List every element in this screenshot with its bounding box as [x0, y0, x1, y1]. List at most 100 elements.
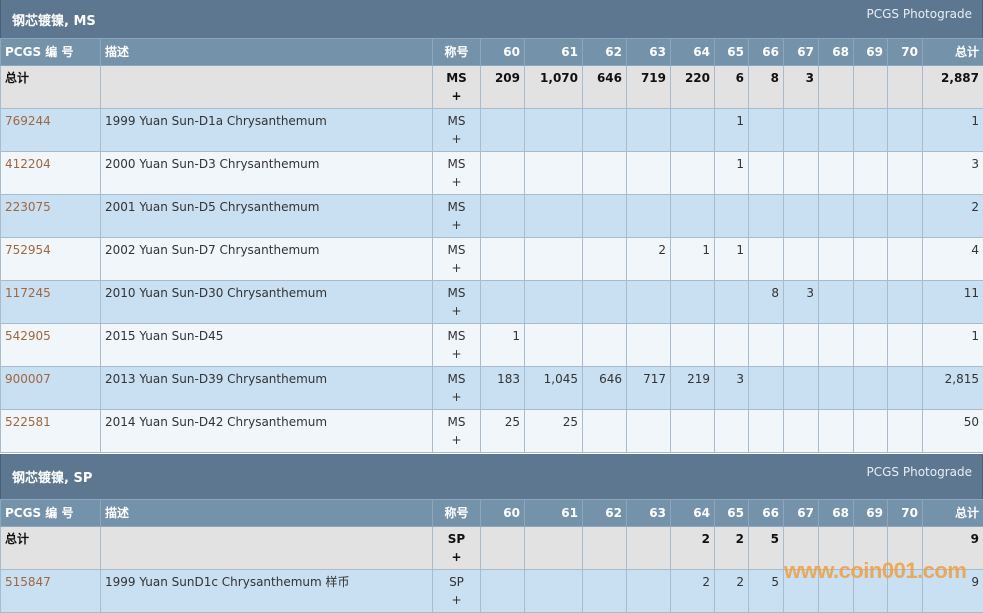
plus-label: + — [437, 591, 476, 609]
grade-count — [525, 152, 583, 195]
column-header[interactable]: 64 — [671, 500, 715, 527]
grade-count — [481, 281, 525, 324]
grade-count — [784, 324, 819, 367]
pcgs-number-link[interactable]: 900007 — [5, 372, 51, 386]
pcgs-number-link[interactable]: 769244 — [5, 114, 51, 128]
grade-count — [888, 152, 923, 195]
plus-label: + — [437, 548, 476, 566]
column-header[interactable]: 描述 — [101, 500, 433, 527]
column-header[interactable]: 60 — [481, 500, 525, 527]
pcgs-number-link[interactable]: 522581 — [5, 415, 51, 429]
column-header[interactable]: 66 — [749, 39, 784, 66]
column-header[interactable]: 69 — [854, 39, 888, 66]
column-header[interactable]: 63 — [627, 500, 671, 527]
designation: MS+ — [433, 109, 481, 152]
total-label: 总计 — [1, 527, 101, 570]
grade-count — [784, 238, 819, 281]
grade-count: 209 — [481, 66, 525, 109]
grade-count: 219 — [671, 367, 715, 410]
section-header: 钢芯镀镍, MS PCGS Photograde — [0, 0, 983, 38]
designation-label: MS — [437, 69, 476, 87]
column-header[interactable]: 63 — [627, 39, 671, 66]
column-header[interactable]: 70 — [888, 39, 923, 66]
grade-count — [749, 152, 784, 195]
grade-count — [854, 152, 888, 195]
column-header[interactable]: 称号 — [433, 500, 481, 527]
grade-count — [583, 570, 627, 613]
column-header[interactable]: 总计 — [923, 39, 983, 66]
column-header[interactable]: 70 — [888, 500, 923, 527]
column-header[interactable]: 总计 — [923, 500, 983, 527]
grade-count — [525, 238, 583, 281]
pcgs-number-cell: 769244 — [1, 109, 101, 152]
grade-count — [525, 195, 583, 238]
column-header[interactable]: 66 — [749, 500, 784, 527]
column-header[interactable]: PCGS 编 号 — [1, 39, 101, 66]
grade-count: 2 — [671, 527, 715, 570]
description: 1999 Yuan Sun-D1a Chrysanthemum — [101, 109, 433, 152]
designation-label: MS — [437, 112, 476, 130]
grade-count — [888, 238, 923, 281]
pcgs-number-cell: 900007 — [1, 367, 101, 410]
column-header[interactable]: 61 — [525, 39, 583, 66]
pcgs-number-link[interactable]: 412204 — [5, 157, 51, 171]
grade-count — [671, 324, 715, 367]
grade-count — [784, 195, 819, 238]
grade-count — [481, 195, 525, 238]
grade-count — [583, 527, 627, 570]
designation-label: MS — [437, 241, 476, 259]
description: 2002 Yuan Sun-D7 Chrysanthemum — [101, 238, 433, 281]
pcgs-number-link[interactable]: 752954 — [5, 243, 51, 257]
column-header[interactable]: 61 — [525, 500, 583, 527]
designation-label: MS — [437, 413, 476, 431]
column-header[interactable]: 67 — [784, 500, 819, 527]
column-header[interactable]: 60 — [481, 39, 525, 66]
photograde-link[interactable]: PCGS Photograde — [867, 7, 972, 21]
grade-count: 183 — [481, 367, 525, 410]
column-header[interactable]: 62 — [583, 500, 627, 527]
row-total: 2 — [923, 195, 983, 238]
column-header[interactable]: PCGS 编 号 — [1, 500, 101, 527]
designation: MS+ — [433, 281, 481, 324]
grade-count — [715, 324, 749, 367]
column-header[interactable]: 67 — [784, 39, 819, 66]
column-header[interactable]: 69 — [854, 500, 888, 527]
column-header[interactable]: 65 — [715, 39, 749, 66]
pcgs-number-cell: 522581 — [1, 410, 101, 453]
grade-count — [749, 109, 784, 152]
grade-count — [627, 195, 671, 238]
grade-count: 220 — [671, 66, 715, 109]
grade-count — [819, 152, 854, 195]
grade-count — [888, 324, 923, 367]
description: 2014 Yuan Sun-D42 Chrysanthemum — [101, 410, 433, 453]
pcgs-number-cell: 752954 — [1, 238, 101, 281]
column-header[interactable]: 描述 — [101, 39, 433, 66]
description: 2001 Yuan Sun-D5 Chrysanthemum — [101, 195, 433, 238]
pcgs-number-link[interactable]: 515847 — [5, 575, 51, 589]
column-header[interactable]: 68 — [819, 39, 854, 66]
description: 2000 Yuan Sun-D3 Chrysanthemum — [101, 152, 433, 195]
row-total: 1 — [923, 324, 983, 367]
column-header[interactable]: 称号 — [433, 39, 481, 66]
pcgs-number-link[interactable]: 542905 — [5, 329, 51, 343]
photograde-link[interactable]: PCGS Photograde — [867, 465, 972, 479]
column-header[interactable]: 64 — [671, 39, 715, 66]
column-header[interactable]: 68 — [819, 500, 854, 527]
column-header[interactable]: 65 — [715, 500, 749, 527]
grade-count — [888, 66, 923, 109]
pcgs-number-link[interactable]: 117245 — [5, 286, 51, 300]
grade-count — [854, 410, 888, 453]
column-header[interactable]: 62 — [583, 39, 627, 66]
row-total: 3 — [923, 152, 983, 195]
grade-count — [627, 324, 671, 367]
grade-count: 1 — [481, 324, 525, 367]
pcgs-number-link[interactable]: 223075 — [5, 200, 51, 214]
grade-count — [583, 410, 627, 453]
description: 2010 Yuan Sun-D30 Chrysanthemum — [101, 281, 433, 324]
section-title: 钢芯镀镍, MS — [12, 10, 96, 29]
grade-count: 25 — [481, 410, 525, 453]
